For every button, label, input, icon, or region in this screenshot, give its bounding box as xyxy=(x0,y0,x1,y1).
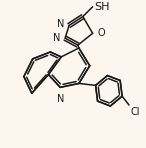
Text: N: N xyxy=(53,33,60,43)
Text: SH: SH xyxy=(95,2,110,12)
Text: O: O xyxy=(98,28,105,38)
Text: N: N xyxy=(57,94,64,104)
Text: Cl: Cl xyxy=(131,107,140,117)
Text: N: N xyxy=(57,19,64,29)
